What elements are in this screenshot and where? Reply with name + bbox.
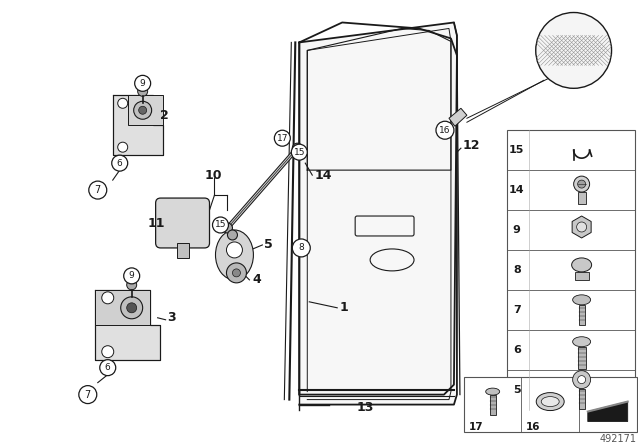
Circle shape — [291, 144, 307, 160]
Text: 3: 3 — [168, 311, 176, 324]
Ellipse shape — [536, 392, 564, 410]
Circle shape — [118, 98, 128, 108]
Text: 17: 17 — [468, 422, 483, 431]
Text: 1: 1 — [339, 302, 348, 314]
Circle shape — [139, 106, 147, 114]
Polygon shape — [128, 95, 163, 125]
Ellipse shape — [216, 230, 253, 280]
Circle shape — [232, 269, 241, 277]
Circle shape — [112, 155, 128, 171]
FancyBboxPatch shape — [156, 198, 209, 248]
Circle shape — [118, 142, 128, 152]
Circle shape — [121, 297, 143, 319]
Text: 12: 12 — [463, 139, 481, 152]
Text: 5: 5 — [513, 385, 520, 395]
Text: 15: 15 — [509, 145, 524, 155]
Text: 8: 8 — [513, 265, 521, 275]
Circle shape — [127, 280, 137, 290]
Text: 13: 13 — [356, 401, 374, 414]
Text: 16: 16 — [439, 126, 451, 135]
Circle shape — [292, 239, 310, 257]
Bar — [579, 388, 584, 409]
Circle shape — [275, 130, 291, 146]
Text: 9: 9 — [129, 271, 134, 280]
Bar — [507, 130, 634, 409]
Polygon shape — [449, 108, 467, 126]
Ellipse shape — [573, 295, 591, 305]
Circle shape — [436, 121, 454, 139]
Text: 15: 15 — [215, 220, 226, 229]
Text: 16: 16 — [526, 422, 541, 431]
Circle shape — [89, 181, 107, 199]
Circle shape — [536, 13, 612, 88]
Circle shape — [79, 386, 97, 404]
Text: 5: 5 — [264, 238, 273, 251]
Bar — [177, 243, 189, 258]
Ellipse shape — [572, 258, 591, 272]
Bar — [578, 192, 586, 204]
Circle shape — [227, 242, 243, 258]
Ellipse shape — [486, 388, 500, 395]
Polygon shape — [113, 95, 163, 155]
Circle shape — [227, 230, 237, 240]
Bar — [490, 395, 495, 414]
Text: 9: 9 — [513, 225, 521, 235]
Text: 9: 9 — [140, 79, 145, 88]
Circle shape — [127, 303, 137, 313]
Circle shape — [223, 223, 232, 233]
Polygon shape — [588, 401, 628, 422]
Text: 6: 6 — [117, 159, 123, 168]
Circle shape — [578, 375, 586, 383]
Circle shape — [124, 268, 140, 284]
Text: 6: 6 — [105, 363, 111, 372]
Polygon shape — [95, 290, 150, 325]
Circle shape — [573, 176, 589, 192]
Circle shape — [100, 360, 116, 375]
Text: 10: 10 — [205, 168, 222, 181]
Circle shape — [578, 180, 586, 188]
Text: 4: 4 — [252, 273, 261, 286]
Polygon shape — [95, 290, 159, 360]
Text: 7: 7 — [95, 185, 101, 195]
Ellipse shape — [573, 337, 591, 347]
Text: 11: 11 — [148, 216, 165, 229]
Bar — [464, 377, 637, 431]
Circle shape — [134, 101, 152, 119]
Ellipse shape — [541, 396, 559, 407]
Text: 15: 15 — [294, 148, 305, 157]
Bar — [575, 272, 589, 280]
Circle shape — [212, 217, 228, 233]
Text: 2: 2 — [159, 109, 168, 122]
Text: 8: 8 — [298, 243, 304, 252]
Text: 7: 7 — [84, 390, 91, 400]
Text: 14: 14 — [509, 185, 525, 195]
Circle shape — [134, 75, 150, 91]
Circle shape — [102, 292, 114, 304]
Bar — [579, 305, 584, 325]
Text: 492171: 492171 — [600, 435, 637, 444]
Text: 6: 6 — [513, 345, 521, 355]
Text: 14: 14 — [314, 168, 332, 181]
Circle shape — [573, 370, 591, 388]
Bar — [578, 347, 586, 369]
Circle shape — [138, 86, 148, 96]
Circle shape — [227, 263, 246, 283]
Text: 7: 7 — [513, 305, 521, 315]
Polygon shape — [300, 22, 457, 405]
Circle shape — [102, 346, 114, 358]
Circle shape — [292, 143, 302, 153]
Text: 17: 17 — [276, 134, 288, 143]
Circle shape — [577, 222, 587, 232]
